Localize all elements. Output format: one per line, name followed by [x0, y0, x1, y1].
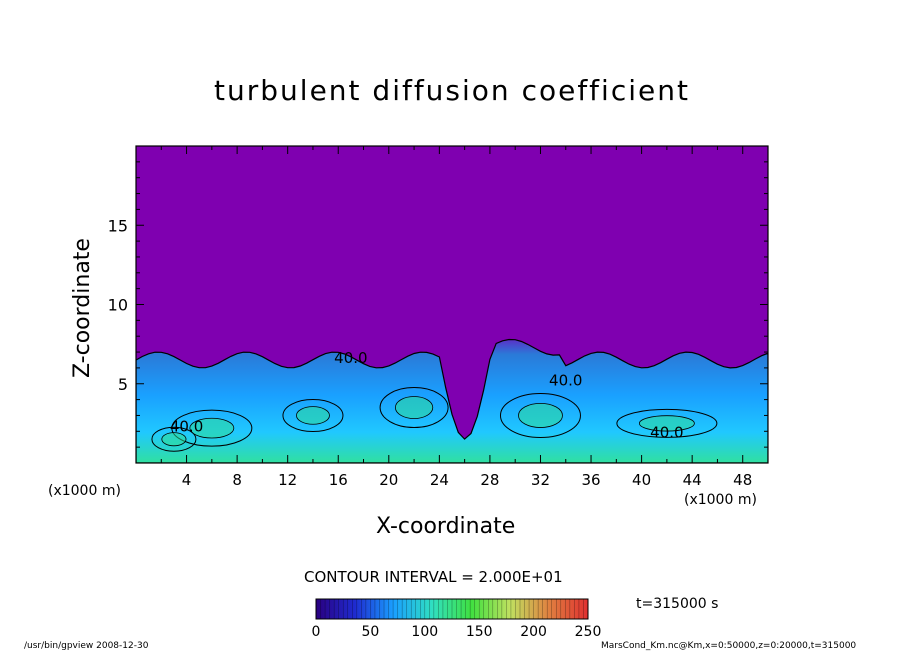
x-tick-label: 32 [531, 471, 550, 489]
colorbar-tick-label: 150 [466, 624, 493, 640]
chart-title: turbulent diffusion coefficient [214, 74, 690, 107]
contour-label: 40.0 [650, 424, 683, 442]
y-tick-label: 10 [108, 296, 128, 315]
y-axis-label: Z-coordinate [70, 238, 95, 378]
x-tick-label: 24 [430, 471, 449, 489]
footer-variable-spec: MarsCond_Km.nc@Km,x=0:50000,z=0:20000,t=… [601, 641, 857, 651]
time-label: t=315000 s [636, 596, 719, 612]
x-tick-label: 48 [733, 471, 752, 489]
x-axis-label: X-coordinate [376, 514, 516, 539]
x-tick-label: 4 [182, 471, 192, 489]
x-unit-label-left: (x1000 m) [48, 483, 121, 499]
x-tick-label: 44 [683, 471, 702, 489]
colorbar-tick-label: 0 [312, 624, 321, 640]
x-unit-label-right: (x1000 m) [684, 492, 757, 508]
y-tick-label: 15 [108, 216, 128, 235]
x-tick-label: 20 [379, 471, 398, 489]
x-tick-label: 36 [581, 471, 600, 489]
x-tick-label: 40 [632, 471, 651, 489]
contour-label: 40.0 [170, 417, 203, 435]
x-tick-label: 8 [232, 471, 242, 489]
x-tick-label: 28 [480, 471, 499, 489]
colorbar-tick-label: 100 [411, 624, 438, 640]
footer-command: /usr/bin/gpview 2008-12-30 [24, 641, 149, 651]
x-tick-label: 16 [329, 471, 348, 489]
turbulent-layer [136, 338, 768, 463]
colorbar-tick-label: 50 [361, 624, 379, 640]
colorbar-tick-label: 200 [520, 624, 547, 640]
contour-label: 40.0 [334, 349, 367, 367]
x-tick-label: 12 [278, 471, 297, 489]
contour-interval-label: CONTOUR INTERVAL = 2.000E+01 [304, 568, 563, 586]
colorbar-tick-label: 250 [575, 624, 602, 640]
contour-label: 40.0 [549, 371, 582, 389]
y-tick-label: 5 [118, 375, 128, 394]
